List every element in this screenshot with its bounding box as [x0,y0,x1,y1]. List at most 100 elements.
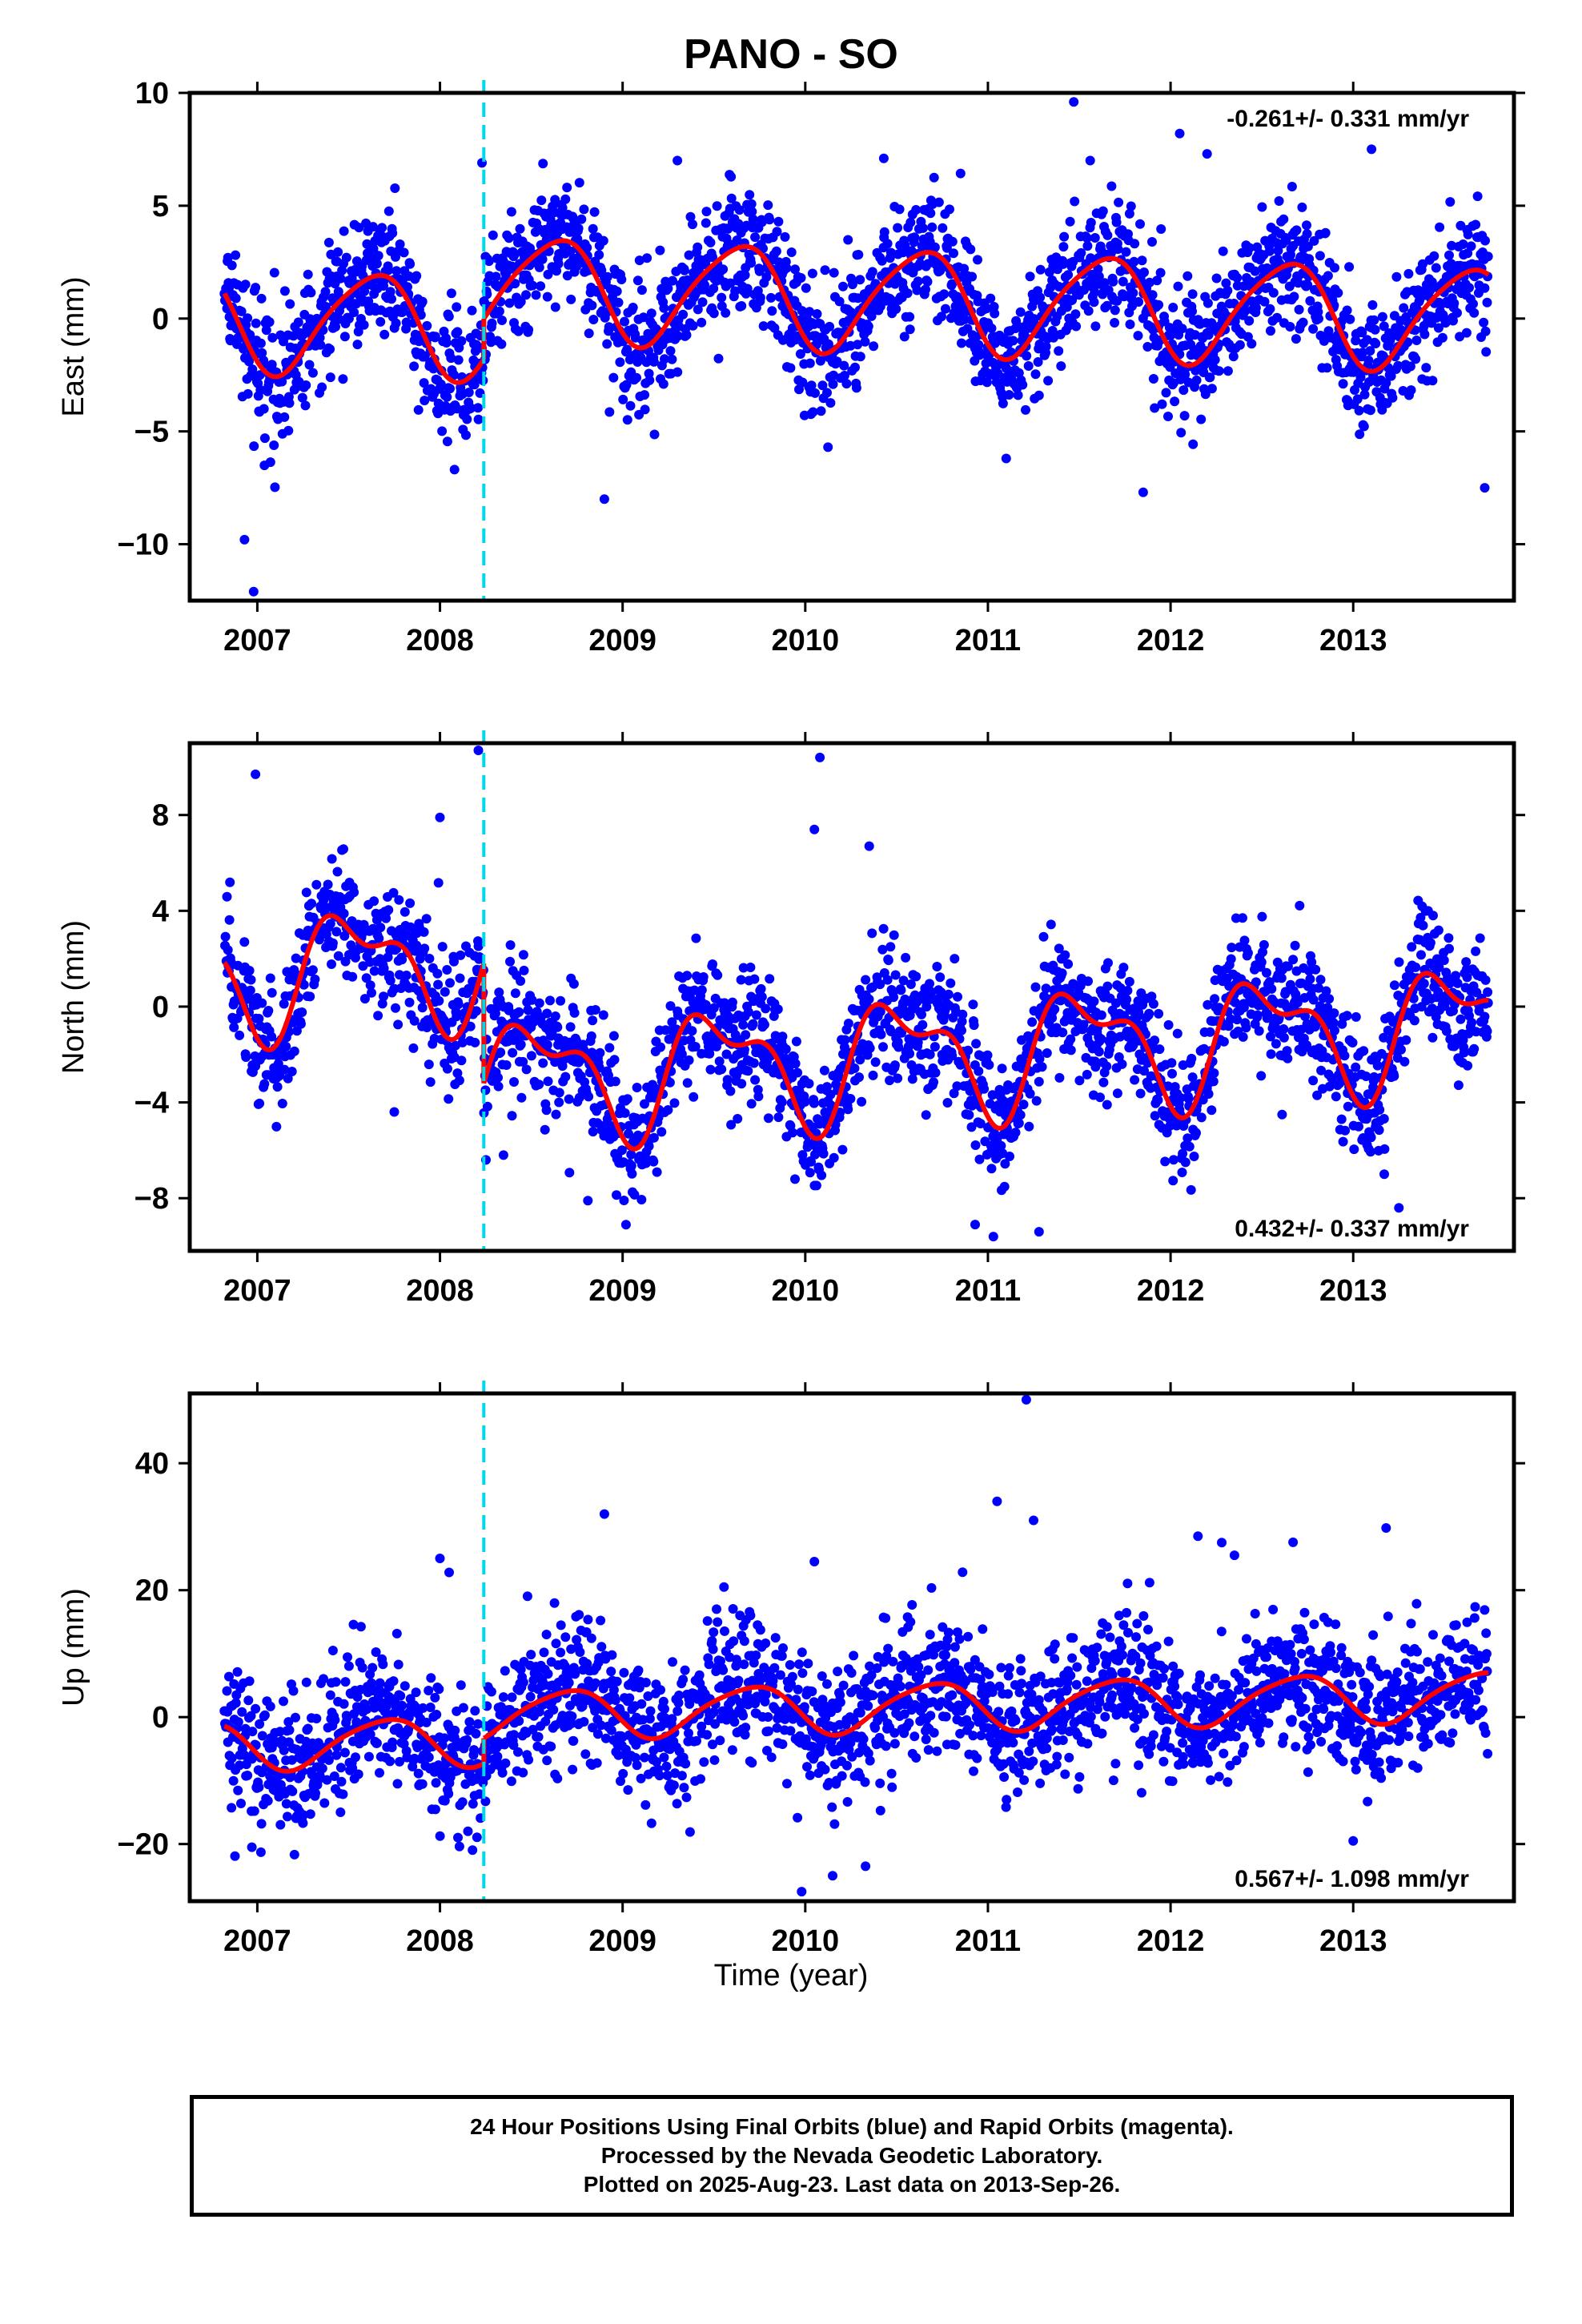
data-point [592,1118,603,1128]
data-point [377,223,387,233]
data-point [1464,283,1474,293]
data-point [588,223,598,234]
data-point [772,227,782,237]
data-point [236,306,247,316]
data-point [472,1006,482,1016]
data-point [527,995,537,1005]
x-tick-label: 2010 [772,1274,840,1308]
data-point [413,404,424,415]
data-point [287,1067,297,1076]
data-point [442,965,452,975]
data-point [1329,1008,1339,1019]
data-point [677,1049,687,1059]
data-point [970,1220,980,1230]
data-point [755,292,765,303]
data-point [1440,318,1451,328]
data-point [811,1180,821,1191]
data-point [1018,1100,1029,1110]
data-point [383,905,394,915]
data-point [1156,224,1166,234]
data-point [595,1047,605,1058]
x-tick-label: 2012 [1137,1274,1205,1308]
data-point [222,1686,232,1696]
data-point [560,194,571,204]
data-point [304,360,315,370]
data-point [1058,259,1068,269]
data-point [279,999,289,1009]
data-point [1063,270,1074,280]
data-point [543,1076,553,1087]
data-point [689,1092,699,1102]
data-point [843,235,853,245]
data-point [367,987,376,998]
data-point [989,302,999,312]
data-point [541,1105,552,1116]
data-point [441,338,452,348]
data-point [1090,287,1100,297]
data-point [1207,1105,1217,1116]
data-point [267,332,278,343]
data-point [832,356,842,367]
data-point [834,1072,844,1082]
data-point [373,1011,383,1021]
data-point [534,998,544,1008]
data-point [834,296,845,307]
data-point [412,271,422,281]
data-point [1054,943,1064,954]
x-tick-label: 2013 [1319,624,1387,657]
data-point [942,1098,953,1108]
data-point [878,153,889,163]
data-point [449,370,459,380]
data-point [259,1710,270,1720]
data-point [496,1047,506,1058]
data-point [255,1098,265,1108]
data-point [572,234,583,244]
data-point [1239,935,1250,946]
data-point [1367,144,1377,155]
data-point [865,1043,875,1053]
data-point [1075,981,1086,991]
data-point [1098,1077,1109,1088]
data-point [1421,363,1431,373]
data-point [1139,267,1149,277]
data-point [656,1127,667,1137]
data-point [982,304,992,314]
data-point [646,308,656,319]
data-point [723,223,733,234]
data-point [1399,303,1409,313]
data-point [810,388,820,398]
data-point [1178,1148,1188,1159]
data-point [379,991,388,1002]
data-point [1315,251,1325,261]
data-point [1163,1019,1174,1030]
data-point [298,330,308,340]
data-point [1387,392,1398,403]
data-point [685,211,696,222]
data-point [323,879,333,890]
data-point [374,933,384,943]
data-point [726,1120,737,1130]
data-point [279,1745,289,1755]
data-point [709,308,719,319]
data-point [968,999,978,1010]
data-point [727,997,737,1007]
data-point [619,1196,629,1205]
data-point [839,360,849,371]
data-point [568,979,579,989]
data-point [461,430,471,440]
data-point [817,380,828,391]
data-point [339,908,349,919]
data-point [245,985,255,995]
data-point [369,896,379,907]
data-point [1004,390,1014,400]
data-point [1254,1026,1264,1036]
north-plot-area [220,746,1493,1242]
data-point [1144,1008,1154,1019]
data-point [986,293,996,304]
data-point [339,844,348,854]
data-point [487,318,497,328]
data-point [1122,986,1133,995]
data-point [1187,306,1197,316]
data-point [564,1168,575,1178]
data-point [891,304,901,314]
